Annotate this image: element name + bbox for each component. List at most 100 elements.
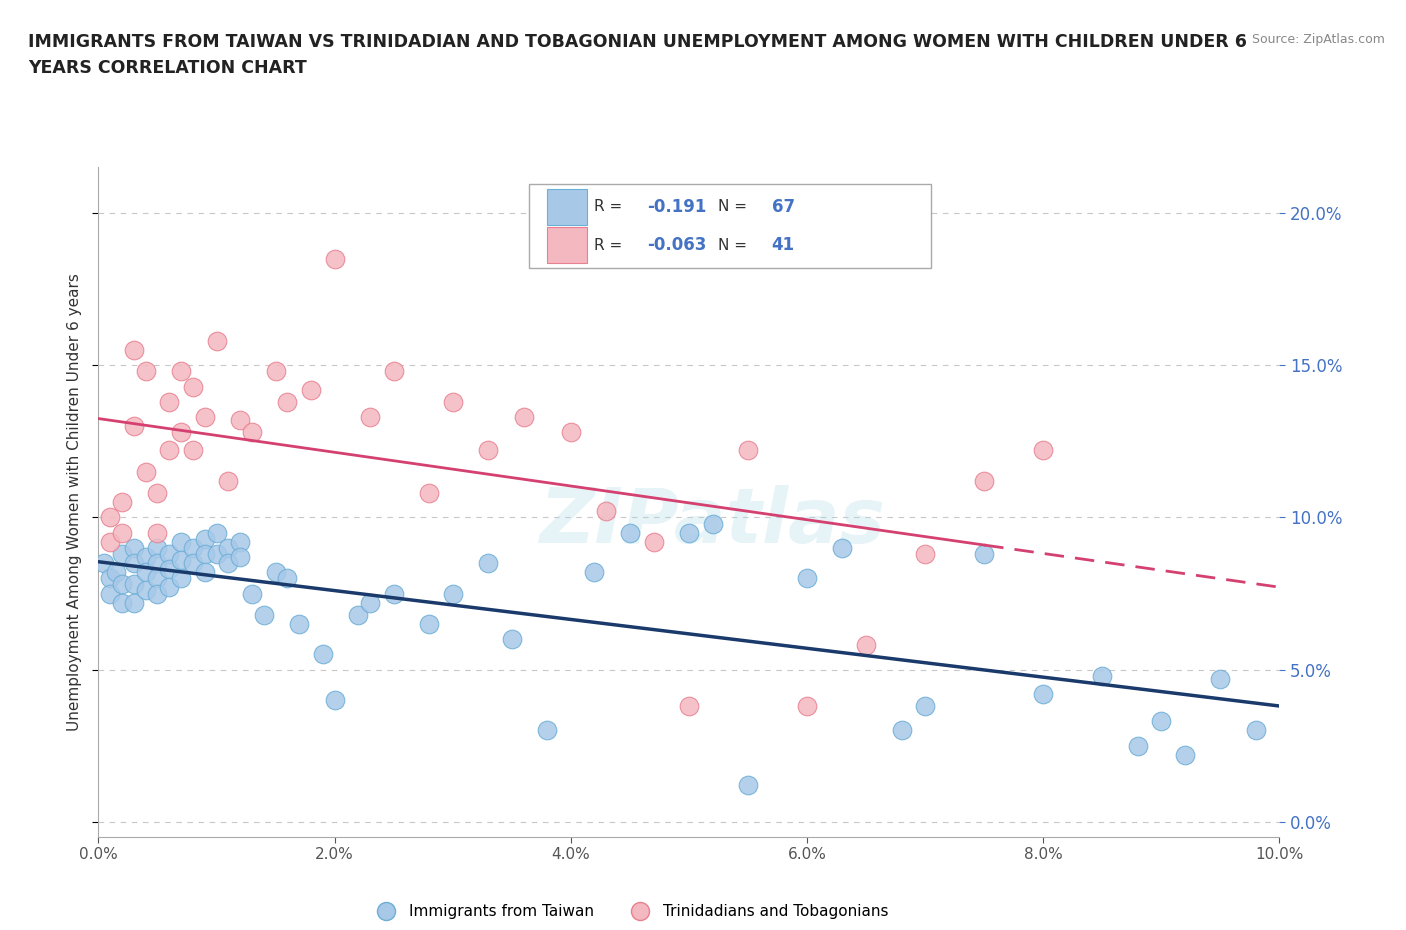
FancyBboxPatch shape: [547, 227, 588, 263]
Point: [1209, 671, 1232, 686]
Point: [796, 698, 818, 713]
Point: [157, 562, 180, 577]
Point: [536, 723, 558, 737]
Text: ZIPatlas: ZIPatlas: [540, 485, 886, 559]
Point: [678, 525, 700, 540]
Point: [512, 409, 534, 424]
Point: [146, 571, 169, 586]
FancyBboxPatch shape: [530, 184, 931, 268]
Point: [217, 473, 239, 488]
Text: -0.191: -0.191: [648, 198, 707, 216]
Point: [205, 547, 228, 562]
Point: [170, 552, 193, 567]
Point: [122, 418, 145, 433]
Point: [382, 364, 405, 379]
Point: [135, 565, 157, 579]
Point: [299, 382, 322, 397]
Y-axis label: Unemployment Among Women with Children Under 6 years: Unemployment Among Women with Children U…: [66, 273, 82, 731]
Point: [157, 580, 180, 595]
Point: [1091, 669, 1114, 684]
Point: [1032, 443, 1054, 458]
Point: [359, 409, 381, 424]
Text: 67: 67: [772, 198, 794, 216]
Point: [702, 516, 724, 531]
Point: [146, 540, 169, 555]
Point: [276, 571, 298, 586]
Point: [240, 586, 263, 601]
Legend: Immigrants from Taiwan, Trinidadians and Tobagonians: Immigrants from Taiwan, Trinidadians and…: [366, 898, 894, 925]
Point: [240, 425, 263, 440]
Point: [111, 525, 134, 540]
Point: [347, 607, 370, 622]
Point: [619, 525, 641, 540]
Point: [737, 777, 759, 792]
Point: [181, 443, 204, 458]
Point: [737, 443, 759, 458]
Point: [122, 577, 145, 591]
Point: [205, 334, 228, 349]
Point: [111, 595, 134, 610]
Point: [595, 504, 617, 519]
Point: [796, 571, 818, 586]
Point: [914, 698, 936, 713]
Point: [98, 571, 121, 586]
Point: [229, 535, 252, 550]
Point: [890, 723, 912, 737]
Point: [194, 531, 217, 546]
Point: [1244, 723, 1267, 737]
Point: [122, 342, 145, 357]
Point: [217, 540, 239, 555]
Point: [1150, 714, 1173, 729]
Point: [98, 510, 121, 525]
Point: [205, 525, 228, 540]
Point: [264, 364, 287, 379]
Point: [122, 555, 145, 570]
Point: [181, 379, 204, 394]
Point: [170, 364, 193, 379]
Point: [441, 586, 464, 601]
Point: [264, 565, 287, 579]
Text: -0.063: -0.063: [648, 236, 707, 254]
Point: [111, 495, 134, 510]
Point: [1174, 748, 1197, 763]
Point: [276, 394, 298, 409]
Point: [146, 555, 169, 570]
Text: N =: N =: [718, 199, 752, 214]
Point: [323, 693, 346, 708]
Point: [146, 525, 169, 540]
Point: [312, 647, 335, 662]
Point: [135, 364, 157, 379]
Point: [323, 251, 346, 266]
Point: [288, 617, 311, 631]
Point: [1032, 686, 1054, 701]
Point: [217, 555, 239, 570]
Point: [229, 413, 252, 428]
Point: [831, 540, 853, 555]
Text: IMMIGRANTS FROM TAIWAN VS TRINIDADIAN AND TOBAGONIAN UNEMPLOYMENT AMONG WOMEN WI: IMMIGRANTS FROM TAIWAN VS TRINIDADIAN AN…: [28, 33, 1247, 77]
Point: [105, 565, 128, 579]
Point: [98, 535, 121, 550]
Text: R =: R =: [595, 238, 627, 253]
Text: R =: R =: [595, 199, 627, 214]
Point: [135, 583, 157, 598]
Point: [973, 473, 995, 488]
Point: [93, 555, 115, 570]
Point: [135, 550, 157, 565]
Point: [229, 550, 252, 565]
Point: [560, 425, 582, 440]
Point: [1126, 738, 1149, 753]
Point: [122, 595, 145, 610]
Point: [194, 547, 217, 562]
Point: [253, 607, 276, 622]
Point: [194, 409, 217, 424]
Point: [643, 535, 665, 550]
Point: [170, 571, 193, 586]
Point: [157, 443, 180, 458]
Point: [855, 638, 877, 653]
Point: [441, 394, 464, 409]
Point: [501, 631, 523, 646]
Point: [583, 565, 606, 579]
Text: Source: ZipAtlas.com: Source: ZipAtlas.com: [1251, 33, 1385, 46]
Point: [973, 547, 995, 562]
Point: [146, 485, 169, 500]
